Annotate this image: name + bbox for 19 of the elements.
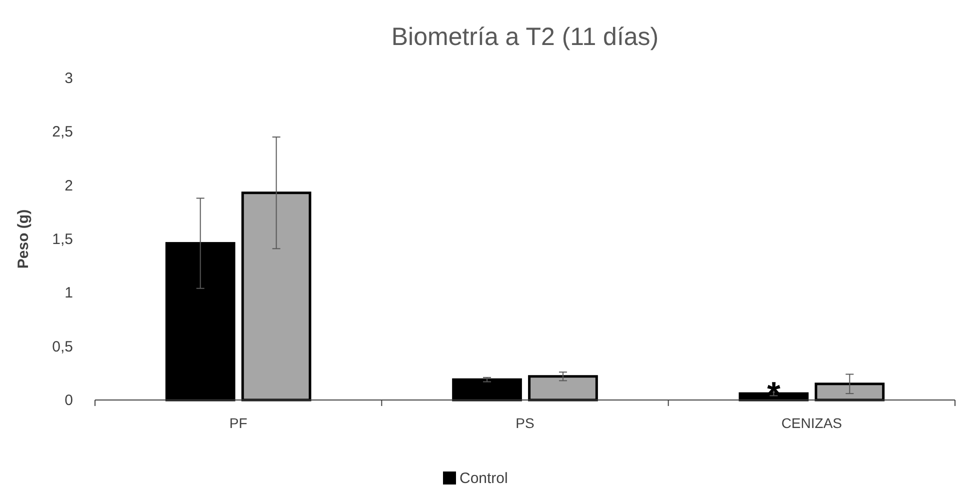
x-tick-label: CENIZAS xyxy=(781,415,842,431)
y-axis-title: Peso (g) xyxy=(15,209,32,269)
chart-title: Biometría a T2 (11 días) xyxy=(391,23,659,51)
bar xyxy=(814,382,885,402)
y-tick-label: 0,5 xyxy=(52,338,73,356)
y-tick-label: 1 xyxy=(64,284,73,302)
x-tick-label: PF xyxy=(229,415,248,431)
bar xyxy=(452,378,522,402)
legend-label: Control xyxy=(460,470,508,487)
bar xyxy=(241,192,312,402)
y-tick-label: 2 xyxy=(64,177,73,194)
bar xyxy=(165,242,236,402)
bar xyxy=(528,375,598,402)
y-tick-label: 1,5 xyxy=(52,231,73,248)
y-tick-label: 3 xyxy=(64,70,73,87)
bar xyxy=(738,392,809,402)
x-tick-label: PS xyxy=(516,415,534,431)
y-tick-label: 2,5 xyxy=(52,124,73,141)
y-tick-label: 0 xyxy=(64,392,73,409)
